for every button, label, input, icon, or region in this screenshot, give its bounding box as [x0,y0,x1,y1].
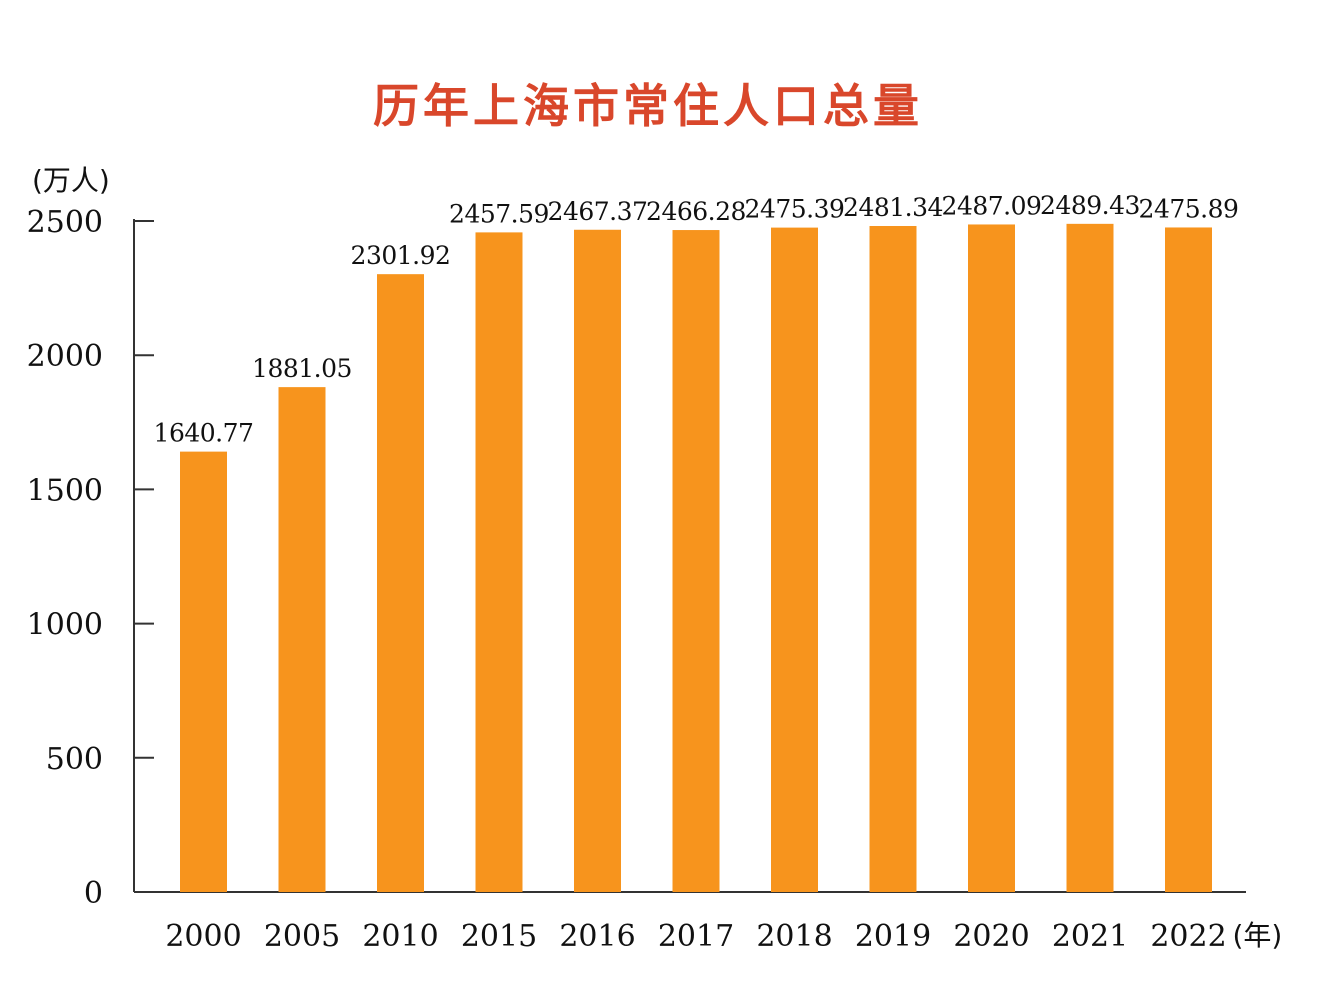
y-tick-label: 2000 [27,339,103,374]
y-tick-label: 2500 [27,205,103,240]
bar-2005 [278,387,326,892]
bar-2018 [771,227,818,892]
bar-2017 [672,230,720,893]
y-tick-label: 1500 [27,473,103,508]
bar-2015 [475,232,523,893]
y-tick-label: 0 [84,876,103,911]
x-tick-label-2019: 2019 [855,919,931,954]
bar-2021 [1066,223,1114,893]
x-tick-label-2018: 2018 [756,919,832,954]
value-label-2022: 2475.89 [1139,194,1239,223]
value-label-2000: 1640.77 [154,419,254,448]
x-tick-label-2020: 2020 [953,919,1029,954]
x-tick-label-2000: 2000 [165,919,241,954]
bar-2022 [1165,227,1212,892]
chart-title: 历年上海市常住人口总量 [373,79,923,133]
value-label-2015: 2457.59 [449,199,549,228]
bar-2020 [968,224,1015,893]
x-tick-label-2010: 2010 [362,919,438,954]
bar-2010 [377,274,424,892]
value-label-2005: 1881.05 [252,354,352,383]
bar-2019 [869,226,917,892]
value-label-2017: 2466.28 [646,197,746,226]
value-label-2019: 2481.34 [843,193,943,222]
x-tick-label-2021: 2021 [1052,919,1128,954]
value-label-2018: 2475.39 [745,195,845,224]
value-label-2010: 2301.92 [351,241,451,270]
x-tick-label-2015: 2015 [461,919,537,954]
y-axis-label: (万人) [32,164,110,197]
bar-2016 [574,229,621,893]
value-label-2021: 2489.43 [1040,191,1140,220]
x-tick-label-2022: 2022 [1150,919,1226,954]
y-tick-label: 500 [46,742,103,777]
x-axis-label: (年) [1233,919,1283,952]
bar-2000 [180,451,227,892]
bars [180,223,1212,893]
x-tick-label-2016: 2016 [559,919,635,954]
value-label-2020: 2487.09 [942,191,1042,220]
y-tick-label: 1000 [27,608,103,643]
axes: 0 500 1000 1500 2000 2500 (万人) 2000 2005 2010 2015… [27,164,1283,954]
value-label-2016: 2467.37 [548,197,648,226]
value-labels: 1640.77 1881.05 2301.92 2457.592467.372466.… [154,191,1239,448]
x-tick-label-2005: 2005 [264,919,340,954]
x-tick-label-2017: 2017 [658,919,734,954]
